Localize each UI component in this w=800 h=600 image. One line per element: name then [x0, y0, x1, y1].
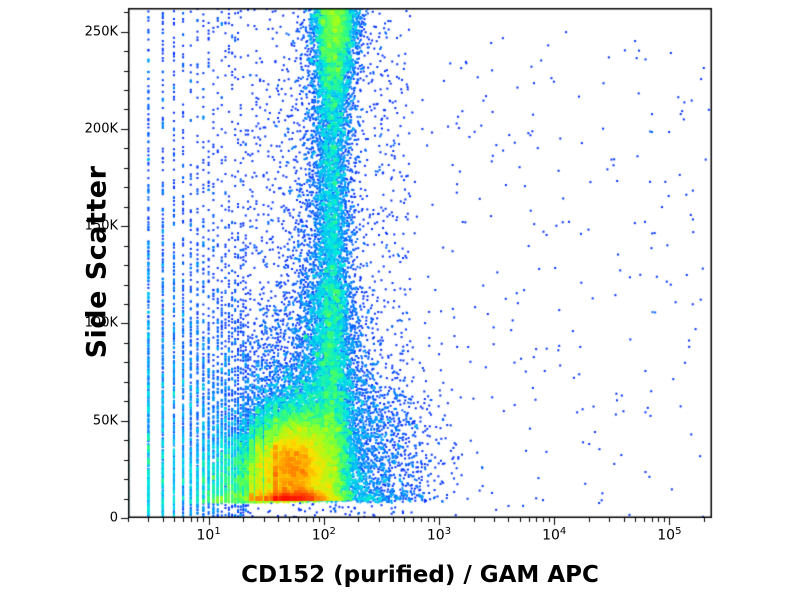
x-axis-title: CD152 (purified) / GAM APC — [241, 562, 599, 588]
y-axis-title: Side Scatter — [81, 165, 113, 359]
